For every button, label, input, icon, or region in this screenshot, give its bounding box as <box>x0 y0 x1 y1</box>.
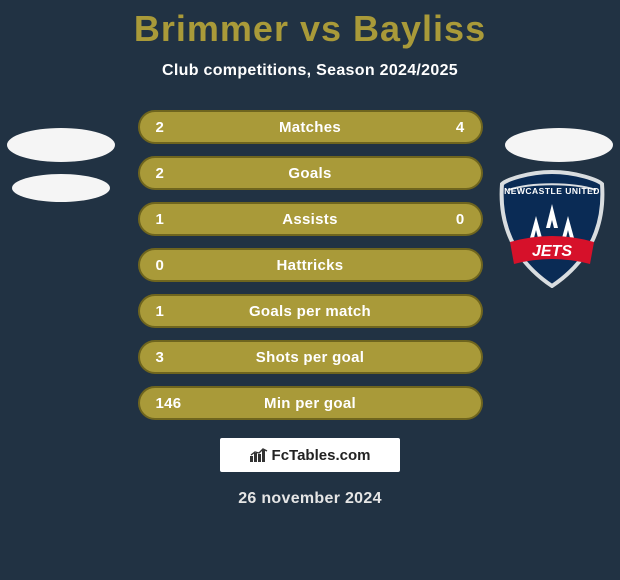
stat-label: Min per goal <box>198 395 423 412</box>
stat-left-value: 2 <box>156 119 198 136</box>
stat-rows: 2 Matches 4 2 Goals 1 Assists 0 0 Hattri… <box>138 110 483 420</box>
stat-row-matches: 2 Matches 4 <box>138 110 483 144</box>
stat-right-value: 4 <box>423 119 465 136</box>
stat-row-shots-per-goal: 3 Shots per goal <box>138 340 483 374</box>
infographic-root: Brimmer vs Bayliss Club competitions, Se… <box>0 0 620 580</box>
silhouette-head-icon <box>505 128 613 162</box>
stat-label: Goals <box>198 165 423 182</box>
stat-left-value: 0 <box>156 257 198 274</box>
player-left-placeholder <box>6 110 116 220</box>
silhouette-body-icon <box>12 174 110 202</box>
stat-row-assists: 1 Assists 0 <box>138 202 483 236</box>
subtitle: Club competitions, Season 2024/2025 <box>0 62 620 80</box>
stat-label: Shots per goal <box>198 349 423 366</box>
avatar-placeholder-left <box>6 110 116 220</box>
stat-row-hattricks: 0 Hattricks <box>138 248 483 282</box>
shield-icon: NEWCASTLE UNITED JETS <box>498 170 606 288</box>
silhouette-head-icon <box>7 128 115 162</box>
date-label: 26 november 2024 <box>0 490 620 508</box>
comparison-block: NEWCASTLE UNITED JETS 2 Matches 4 <box>0 110 620 508</box>
stat-label: Goals per match <box>198 303 423 320</box>
stat-right-value: 0 <box>423 211 465 228</box>
stat-label: Assists <box>198 211 423 228</box>
stat-left-value: 1 <box>156 211 198 228</box>
stat-label: Hattricks <box>198 257 423 274</box>
stat-row-goals: 2 Goals <box>138 156 483 190</box>
page-title: Brimmer vs Bayliss <box>0 0 620 50</box>
club-badge-newcastle-jets: NEWCASTLE UNITED JETS <box>498 170 606 288</box>
logo-text: FcTables.com <box>272 447 371 464</box>
stat-left-value: 1 <box>156 303 198 320</box>
stat-row-min-per-goal: 146 Min per goal <box>138 386 483 420</box>
svg-text:NEWCASTLE UNITED: NEWCASTLE UNITED <box>504 186 600 196</box>
chart-icon <box>250 448 268 462</box>
stat-left-value: 146 <box>156 395 198 412</box>
player-right-placeholder: NEWCASTLE UNITED JETS <box>504 110 614 220</box>
svg-text:JETS: JETS <box>532 243 572 260</box>
stat-row-goals-per-match: 1 Goals per match <box>138 294 483 328</box>
stat-left-value: 3 <box>156 349 198 366</box>
stat-left-value: 2 <box>156 165 198 182</box>
fctables-logo: FcTables.com <box>220 438 400 472</box>
stat-label: Matches <box>198 119 423 136</box>
